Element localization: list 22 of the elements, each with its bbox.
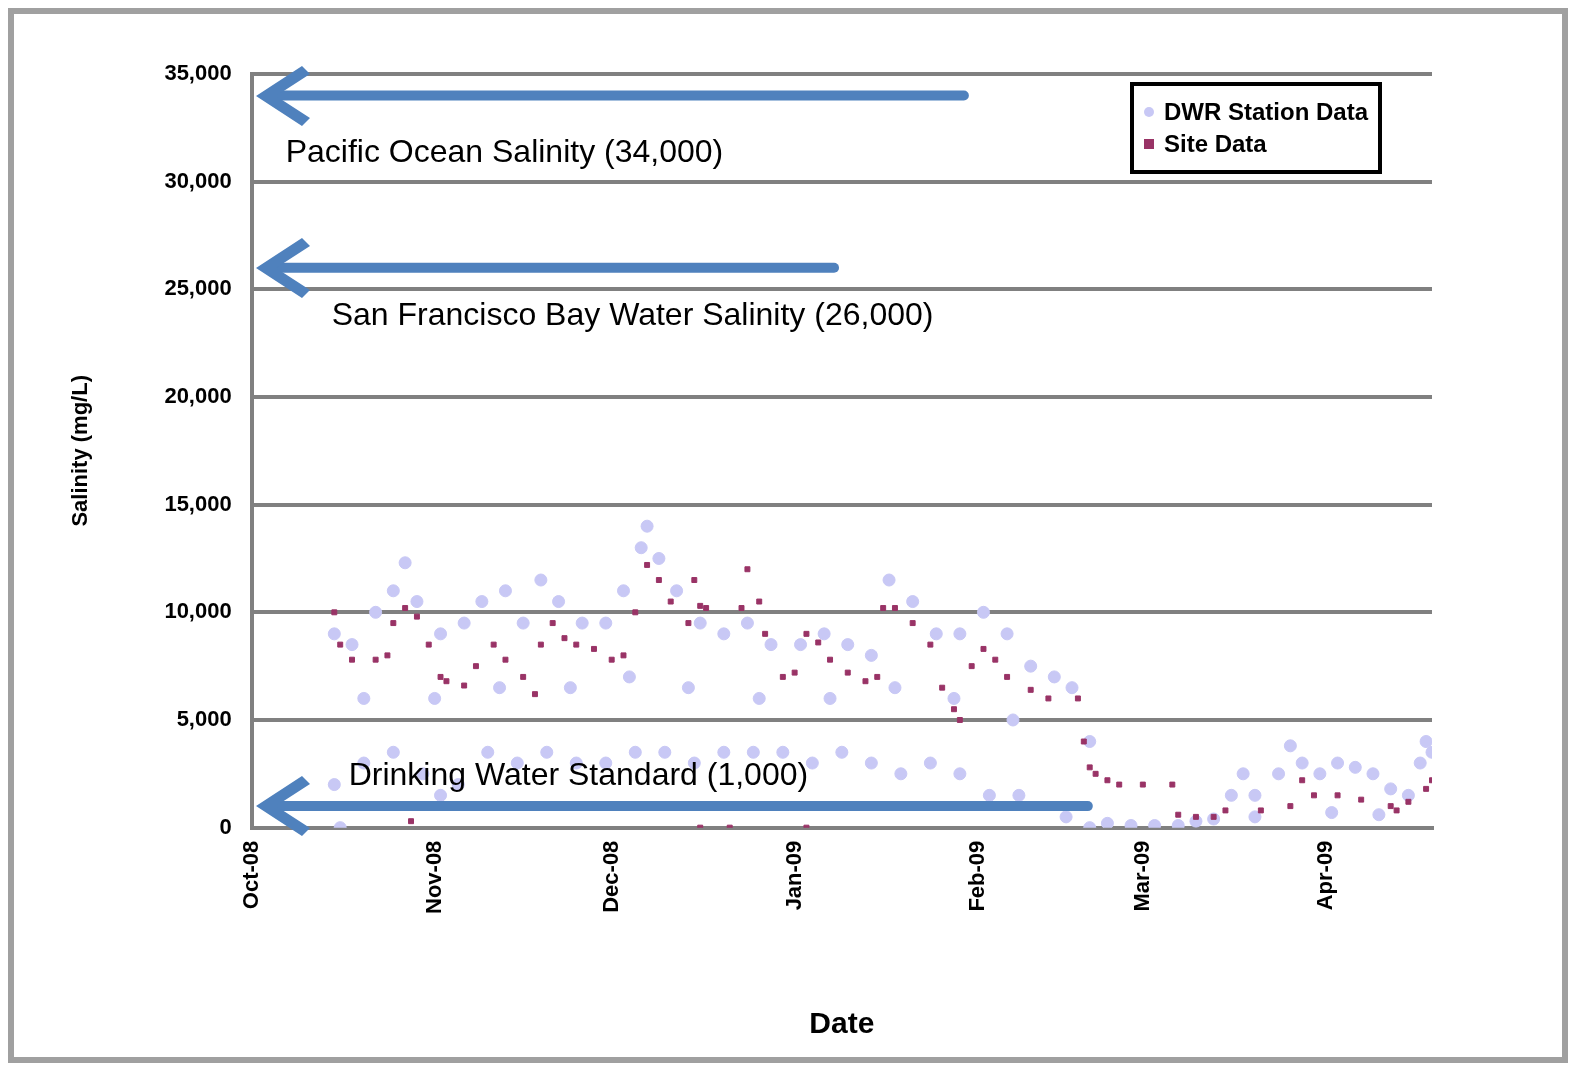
y-tick-label: 25,000 bbox=[164, 275, 232, 301]
y-tick-label: 0 bbox=[219, 813, 232, 839]
x-tick-label: Nov-08 bbox=[420, 840, 446, 914]
legend-label: Site Data bbox=[1164, 130, 1267, 158]
x-tick-label: Jan-09 bbox=[780, 840, 806, 911]
y-tick-label: 30,000 bbox=[164, 167, 232, 193]
x-tick-label: Mar-09 bbox=[1128, 840, 1154, 912]
y-tick-label: 10,000 bbox=[164, 598, 232, 624]
legend-label: DWR Station Data bbox=[1164, 98, 1368, 126]
x-tick-label: Apr-09 bbox=[1311, 840, 1337, 911]
x-tick-label: Dec-08 bbox=[597, 840, 623, 913]
y-tick-label: 20,000 bbox=[164, 383, 232, 409]
ref-line-label: Pacific Ocean Salinity (34,000) bbox=[285, 133, 724, 170]
y-axis-title: Salinity (mg/L) bbox=[67, 375, 93, 527]
x-tick-label: Oct-08 bbox=[237, 840, 263, 910]
y-tick-label: 35,000 bbox=[164, 60, 232, 86]
y-tick-label: 15,000 bbox=[164, 490, 232, 516]
x-axis-title: Date bbox=[809, 1006, 875, 1040]
y-tick-label: 5,000 bbox=[176, 706, 232, 732]
ref-line-label: Drinking Water Standard (1,000) bbox=[348, 755, 809, 792]
ref-line-label: San Francisco Bay Water Salinity (26,000) bbox=[331, 295, 934, 332]
x-tick-label: Feb-09 bbox=[963, 840, 989, 912]
